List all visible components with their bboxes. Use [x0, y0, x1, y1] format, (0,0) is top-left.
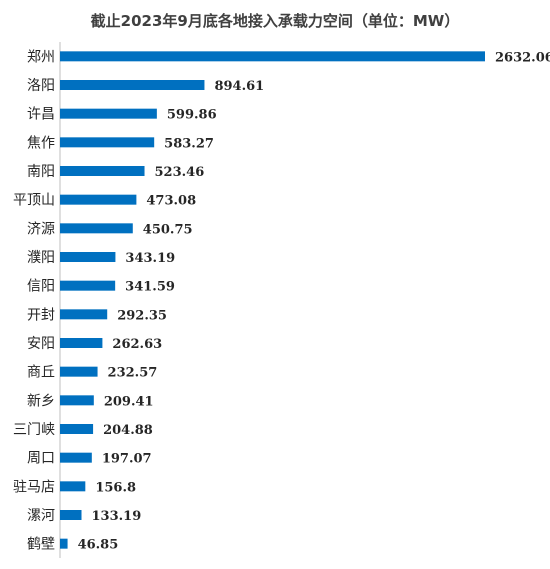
- category-label: 三门峡: [13, 422, 55, 438]
- value-label: 343.19: [125, 251, 175, 266]
- category-label: 商丘: [27, 365, 55, 381]
- category-label: 南阳: [27, 164, 55, 180]
- category-label: 鹤壁: [27, 537, 55, 553]
- value-label: 292.35: [117, 308, 167, 323]
- category-label: 周口: [27, 451, 55, 467]
- bars-group: [60, 51, 485, 549]
- value-label: 262.63: [112, 337, 162, 352]
- bar-11: [60, 366, 98, 377]
- category-label: 开封: [27, 307, 55, 323]
- category-label: 信阳: [27, 279, 55, 295]
- bar-4: [60, 166, 145, 176]
- value-label: 204.88: [103, 423, 153, 438]
- category-label: 新乡: [27, 393, 55, 409]
- bar-5: [60, 194, 137, 205]
- value-label: 209.41: [104, 394, 154, 409]
- category-label: 平顶山: [13, 193, 55, 209]
- value-label: 341.59: [125, 280, 175, 295]
- bar-12: [60, 395, 94, 406]
- category-label: 驻马店: [13, 479, 55, 495]
- value-label: 473.08: [146, 194, 196, 209]
- value-label: 156.8: [95, 480, 136, 495]
- bar-13: [60, 424, 94, 434]
- chart-title: 截止2023年9月底各地接入承载力空间（单位：MW）: [91, 12, 460, 30]
- bar-9: [60, 309, 108, 320]
- category-label: 济源: [27, 221, 55, 237]
- value-labels-group: 2632.06 894.61 599.86 583.27 523.46 473.08 450…: [78, 50, 550, 552]
- value-label: 583.27: [164, 136, 214, 151]
- bar-14: [60, 452, 92, 463]
- bar-6: [60, 223, 133, 234]
- value-label: 232.57: [108, 366, 158, 381]
- value-label: 894.61: [214, 79, 264, 94]
- bar-3: [60, 137, 155, 148]
- value-label: 197.07: [102, 452, 152, 467]
- category-label: 安阳: [27, 336, 55, 352]
- bar-10: [60, 338, 103, 348]
- value-label: 599.86: [167, 108, 217, 123]
- bar-16: [60, 510, 82, 520]
- bar-17: [60, 538, 68, 549]
- bar-2: [60, 108, 157, 119]
- value-label: 450.75: [143, 222, 193, 237]
- value-label: 523.46: [155, 165, 205, 180]
- category-label: 许昌: [27, 107, 55, 123]
- category-label: 焦作: [27, 135, 55, 151]
- bar-0: [60, 51, 485, 62]
- bar-7: [60, 252, 116, 262]
- category-label: 濮阳: [27, 250, 55, 266]
- bar-15: [60, 481, 86, 492]
- category-label: 漯河: [27, 508, 55, 524]
- bar-1: [60, 80, 205, 90]
- bar-8: [60, 280, 116, 291]
- category-label: 郑州: [27, 49, 55, 65]
- category-label: 洛阳: [27, 78, 55, 94]
- value-label: 46.85: [78, 538, 119, 553]
- value-label: 133.19: [92, 509, 142, 524]
- value-label: 2632.06: [495, 50, 550, 65]
